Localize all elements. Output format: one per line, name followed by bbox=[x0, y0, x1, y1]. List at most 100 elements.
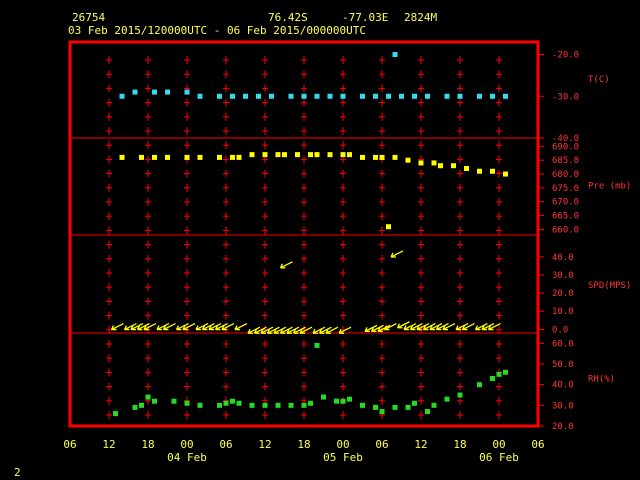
x-day-label: 04 Feb bbox=[167, 451, 207, 464]
temperature-point bbox=[256, 93, 261, 99]
rh-point bbox=[275, 402, 281, 408]
wind-arrow bbox=[390, 250, 404, 258]
rh-point bbox=[347, 396, 352, 402]
page-number: 2 bbox=[14, 466, 21, 479]
temperature-point bbox=[477, 93, 482, 99]
temperature-point bbox=[327, 93, 333, 99]
wind-arrow bbox=[455, 322, 469, 331]
temperature-point bbox=[392, 52, 398, 58]
x-tick-label: 00 bbox=[180, 438, 193, 451]
temperature-point bbox=[444, 93, 450, 99]
pressure-point bbox=[139, 154, 144, 160]
rh-point bbox=[197, 402, 203, 408]
pressure-point bbox=[275, 152, 281, 158]
pressure-point bbox=[360, 154, 365, 160]
pressure-point bbox=[477, 168, 482, 174]
y-tick-label: -30.0 bbox=[552, 92, 579, 102]
station-id: 26754 bbox=[72, 11, 105, 24]
wind-arrow bbox=[279, 261, 293, 269]
wind-arrow bbox=[370, 324, 384, 333]
temperature-point bbox=[230, 93, 235, 99]
temperature-point bbox=[314, 93, 320, 99]
pressure-point bbox=[282, 152, 287, 158]
longitude: -77.03E bbox=[342, 11, 388, 24]
wind-arrow bbox=[409, 322, 423, 331]
x-day-label: 06 Feb bbox=[479, 451, 519, 464]
wind-arrow bbox=[234, 322, 248, 331]
wind-arrow bbox=[260, 326, 274, 334]
wind-arrow bbox=[396, 321, 410, 329]
rh-point bbox=[308, 400, 313, 406]
rh-point bbox=[503, 369, 508, 375]
x-tick-label: 00 bbox=[492, 438, 505, 451]
x-tick-label: 06 bbox=[219, 438, 232, 451]
rh-point bbox=[171, 398, 177, 404]
x-tick-label: 06 bbox=[531, 438, 544, 451]
y-tick-label: 10.0 bbox=[552, 307, 574, 317]
pressure-point bbox=[308, 152, 313, 158]
x-tick-label: 18 bbox=[297, 438, 310, 451]
pressure-point bbox=[314, 152, 320, 158]
wind-arrow bbox=[253, 326, 267, 334]
rh-point bbox=[490, 375, 495, 381]
y-tick-label: 675.0 bbox=[552, 184, 579, 194]
temperature-point bbox=[184, 89, 190, 95]
y-axis-label: T(C) bbox=[588, 75, 610, 85]
temperature-point bbox=[119, 93, 125, 99]
temperature-point bbox=[217, 93, 222, 99]
wind-arrow bbox=[136, 322, 150, 331]
wind-arrow bbox=[286, 326, 300, 334]
rh-point bbox=[360, 402, 365, 408]
pressure-point bbox=[197, 154, 203, 160]
wind-arrow bbox=[279, 326, 293, 334]
wind-arrow bbox=[318, 326, 332, 334]
rh-point bbox=[230, 398, 235, 404]
pressure-point bbox=[236, 154, 242, 160]
wind-arrow bbox=[273, 326, 287, 334]
pressure-point bbox=[418, 160, 424, 166]
y-tick-label: 20.0 bbox=[552, 422, 574, 432]
y-tick-label: 40.0 bbox=[552, 253, 574, 263]
wind-arrow bbox=[175, 322, 189, 331]
wind-arrow bbox=[214, 322, 228, 331]
pressure-point bbox=[327, 152, 333, 158]
x-tick-label: 18 bbox=[141, 438, 154, 451]
wind-arrow bbox=[461, 322, 475, 331]
pressure-point bbox=[392, 154, 398, 160]
wind-arrow bbox=[325, 326, 339, 334]
y-tick-label: 20.0 bbox=[552, 289, 574, 299]
temperature-point bbox=[386, 93, 391, 99]
y-tick-label: -40.0 bbox=[552, 134, 579, 144]
rh-point bbox=[113, 411, 118, 417]
rh-point bbox=[340, 398, 346, 404]
temperature-point bbox=[412, 93, 417, 99]
pressure-point bbox=[438, 163, 443, 169]
y-tick-label: 40.0 bbox=[552, 381, 574, 391]
y-axis-label: Pre (mb) bbox=[588, 182, 631, 192]
wind-arrow bbox=[247, 326, 261, 334]
temperature-point bbox=[301, 93, 307, 99]
temperature-point bbox=[457, 93, 463, 99]
rh-point bbox=[184, 400, 190, 406]
x-tick-label: 12 bbox=[414, 438, 427, 451]
pressure-point bbox=[262, 152, 268, 158]
x-tick-label: 12 bbox=[102, 438, 115, 451]
pressure-point bbox=[230, 154, 235, 160]
wind-arrow bbox=[143, 322, 157, 331]
x-tick-label: 00 bbox=[336, 438, 349, 451]
y-tick-label: 0.0 bbox=[552, 325, 568, 335]
wind-arrow bbox=[182, 322, 196, 331]
wind-arrow bbox=[299, 326, 313, 334]
rh-point bbox=[496, 371, 502, 377]
rh-point bbox=[444, 396, 450, 402]
rh-point bbox=[249, 402, 255, 408]
x-tick-label: 06 bbox=[375, 438, 388, 451]
wind-arrow bbox=[487, 322, 501, 331]
temperature-point bbox=[288, 93, 294, 99]
y-tick-label: -20.0 bbox=[552, 51, 579, 61]
temperature-point bbox=[165, 89, 170, 95]
pressure-point bbox=[431, 160, 437, 166]
pressure-point bbox=[295, 152, 300, 158]
wind-arrow bbox=[429, 322, 443, 331]
rh-point bbox=[314, 342, 320, 348]
